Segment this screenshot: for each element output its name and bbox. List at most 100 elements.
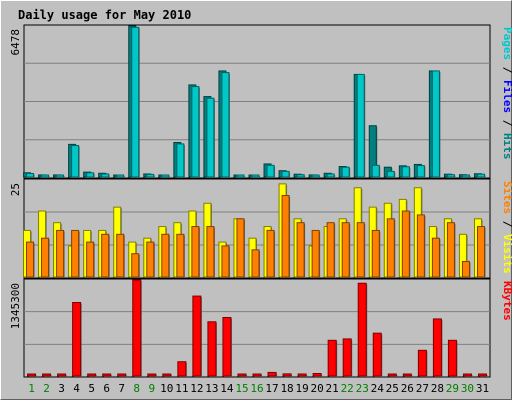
bar-files-17 [266,164,275,178]
x-tick-29: 29 [446,382,459,395]
bar-sites-5 [86,241,95,278]
bar-kbytes-27 [417,349,427,377]
bar-kbytes-21 [327,339,337,377]
x-tick-28: 28 [431,382,444,395]
bar-kbytes-29 [447,339,457,377]
bar-sites-24 [371,229,380,278]
bar-files-19 [296,174,305,178]
bar-kbytes-6 [102,373,112,377]
bar-files-10 [161,174,170,178]
bar-kbytes-16 [252,373,262,377]
panels: 6478 Pages / Files / Hits 25 Sites / Visits… [9,24,512,378]
x-tick-30: 30 [461,382,474,395]
x-tick-22: 22 [341,382,354,395]
x-tick-31: 31 [476,382,489,395]
bar-sites-19 [296,222,305,278]
bar-sites-21 [326,222,335,278]
plot-area [23,278,491,378]
bar-files-8 [131,26,140,178]
bar-sites-13 [206,226,215,278]
bar-sites-2 [41,237,50,278]
x-tick-15: 15 [235,382,248,395]
bar-kbytes-4 [72,301,82,377]
bar-files-5 [86,172,95,178]
bar-kbytes-1 [27,373,37,377]
bar-sites-8 [131,253,140,278]
x-tick-labels: 1 2 3 4 5 6 7 8 9 10 11 12 13 14 15 16 17 18 19 20 21 22 23 24 2… [28,382,489,395]
x-tick-19: 19 [295,382,308,395]
bar-kbytes-9 [147,373,157,377]
bar-sites-30 [461,260,470,278]
bar-sites-22 [341,222,350,278]
bar-sites-15 [236,218,245,278]
bar-kbytes-28 [432,318,442,377]
bar-sites-23 [356,222,365,278]
bar-kbytes-10 [162,373,172,377]
bar-kbytes-22 [342,338,352,377]
x-tick-26: 26 [401,382,414,395]
x-tick-3: 3 [58,382,65,395]
bar-files-23 [356,73,365,178]
bar-files-2 [41,174,50,178]
x-tick-23: 23 [356,382,369,395]
x-tick-11: 11 [175,382,188,395]
bar-kbytes-26 [402,373,412,377]
x-tick-8: 8 [133,382,140,395]
bar-files-15 [236,174,245,178]
bar-sites-26 [401,210,410,278]
bar-files-29 [446,174,455,178]
bar-sites-3 [56,229,65,278]
bar-files-21 [326,173,335,178]
bar-kbytes-7 [117,373,127,377]
legend-entry: KBytes [501,281,512,321]
x-tick-27: 27 [416,382,429,395]
bar-files-28 [431,70,440,178]
x-tick-1: 1 [28,382,35,395]
bar-kbytes-20 [312,373,322,377]
bar-files-6 [101,173,110,178]
bar-files-24 [371,164,380,178]
bar-sites-29 [446,222,455,278]
legend-separator: / [501,60,512,80]
y-max-label: 6478 [9,29,22,56]
bar-files-20 [311,174,320,178]
x-tick-4: 4 [73,382,80,395]
x-tick-2: 2 [43,382,50,395]
legend: KBytes [501,281,512,321]
legend-separator: / [501,113,512,133]
bar-sites-16 [251,249,260,278]
bar-sites-6 [101,233,110,278]
bar-sites-18 [281,195,290,278]
bar-kbytes-24 [372,332,382,377]
x-tick-14: 14 [220,382,234,395]
bar-sites-4 [71,229,80,278]
bar-files-16 [251,174,260,178]
bar-files-3 [56,174,65,178]
series-sites [26,195,486,278]
panel-sites-visits: 25 Sites / Visits [9,178,512,279]
x-tick-7: 7 [118,382,125,395]
x-tick-20: 20 [311,382,324,395]
bar-sites-31 [476,226,485,278]
bar-kbytes-14 [222,316,232,377]
bar-files-11 [176,143,185,178]
bar-files-9 [146,173,155,178]
bar-kbytes-15 [237,373,247,377]
bar-kbytes-8 [132,279,142,377]
x-tick-12: 12 [190,382,203,395]
x-tick-17: 17 [265,382,278,395]
y-max-label: 1345300 [9,283,22,329]
bar-files-18 [281,170,290,178]
legend-entry: Hits [501,133,512,160]
bar-files-4 [71,145,80,178]
legend-separator: / [501,214,512,234]
panel-hits-files: 6478 Pages / Files / Hits [9,24,512,179]
x-tick-18: 18 [280,382,293,395]
series-files [26,26,486,179]
legend: Sites / Visits [501,181,512,274]
bar-kbytes-17 [267,371,277,377]
x-tick-9: 9 [148,382,155,395]
x-tick-13: 13 [205,382,218,395]
bar-kbytes-5 [87,373,97,377]
